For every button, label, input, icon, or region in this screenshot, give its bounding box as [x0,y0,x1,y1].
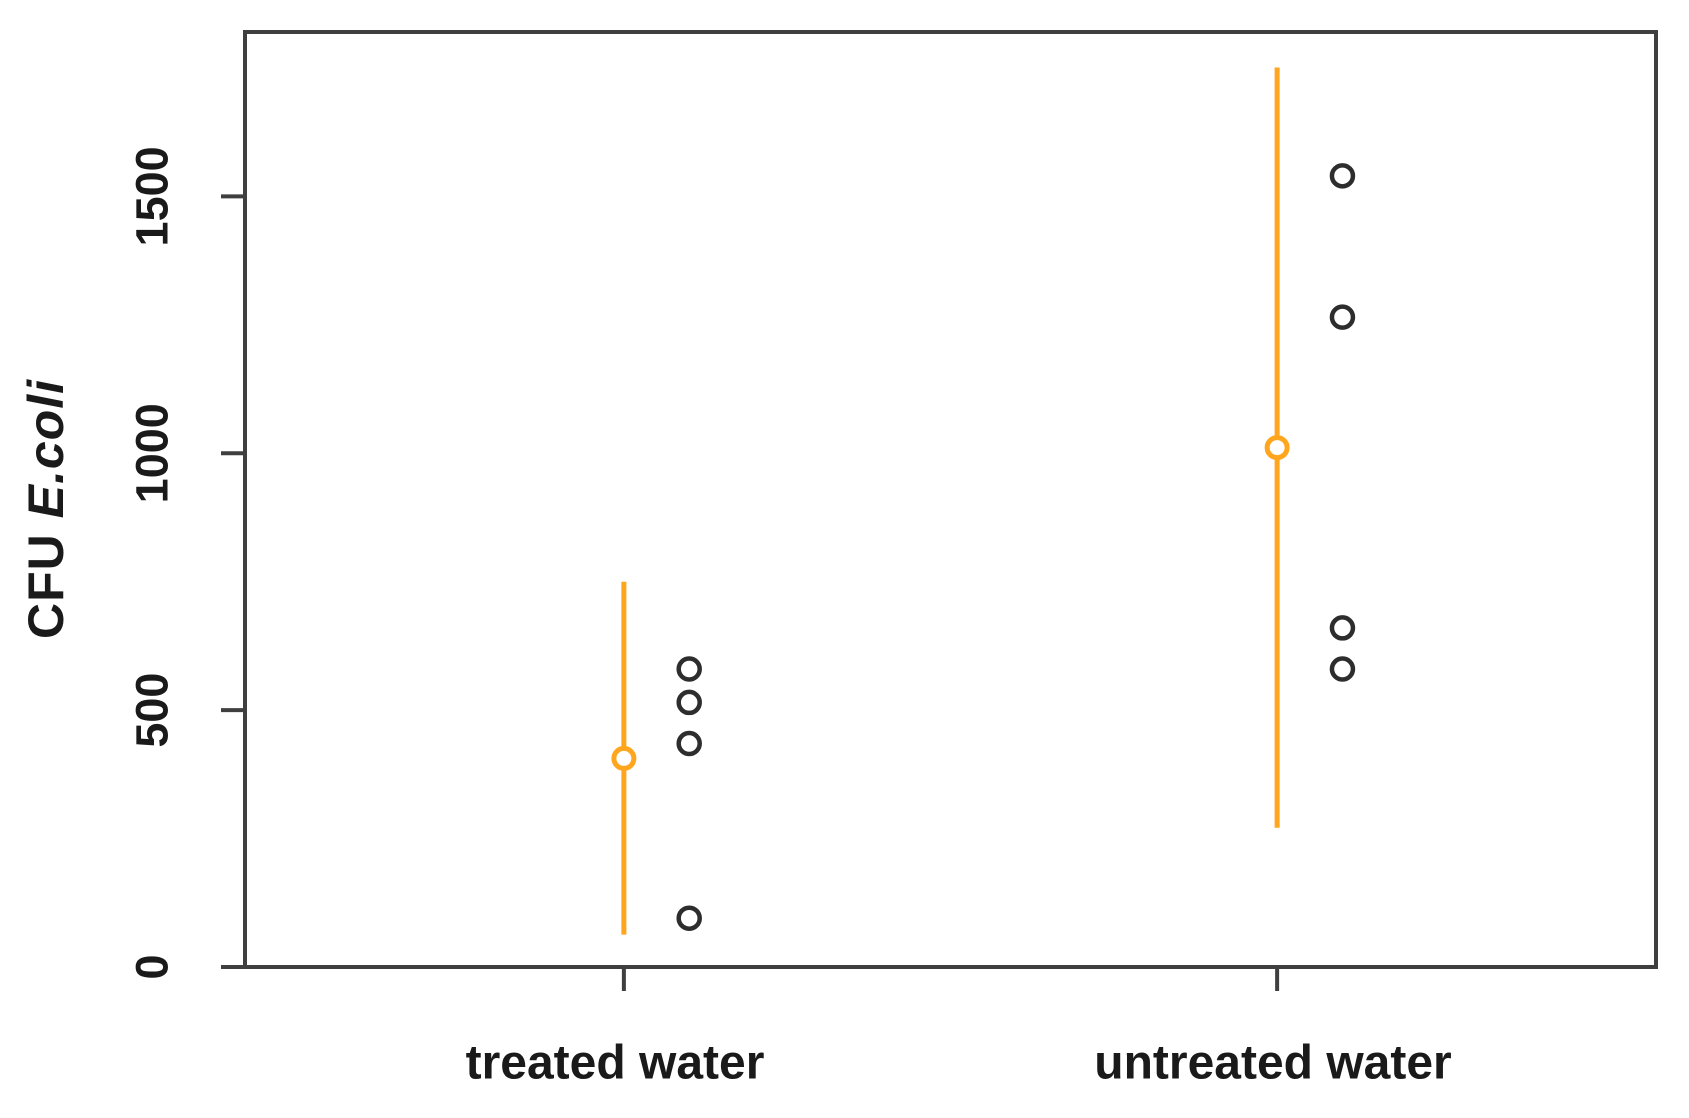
plot-border [243,30,1658,969]
x-axis-label-untreated-water: untreated water [1094,1036,1452,1090]
data-point [1329,163,1356,189]
mean-point [611,745,637,771]
data-point [676,689,702,716]
data-point [1329,656,1356,682]
y-axis-tick-label: 0 [127,954,178,979]
data-point [1329,615,1356,641]
data-point [1329,304,1356,330]
x-axis-label-treated-water: treated water [465,1036,765,1090]
mean-point [1264,435,1290,461]
data-point [676,730,702,757]
y-axis-title-italic: E.coli [18,378,74,519]
y-axis-tick-label: 1500 [127,146,178,246]
data-point [676,905,702,931]
y-axis-tick-label: 1000 [127,403,178,503]
data-point [676,656,702,682]
y-axis-title: CFU E.coli [17,379,75,639]
y-axis-tick-label: 500 [127,673,178,748]
y-axis-title-text: CFU [18,518,74,640]
